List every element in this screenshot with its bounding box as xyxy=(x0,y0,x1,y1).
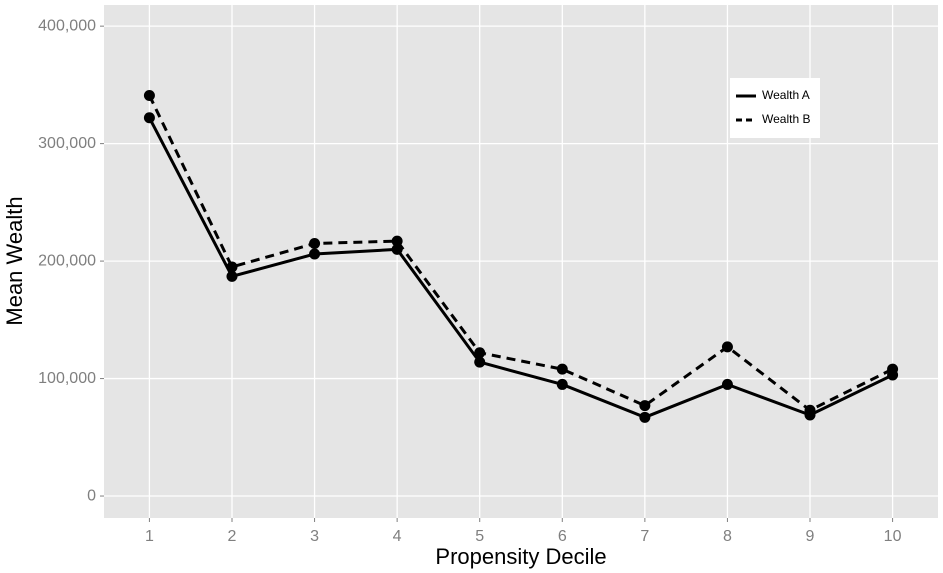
x-tick-label: 10 xyxy=(884,528,902,545)
data-point xyxy=(887,363,899,375)
x-tick-label: 2 xyxy=(228,528,237,545)
data-point xyxy=(804,404,816,416)
legend-label: Wealth B xyxy=(762,112,810,126)
y-tick-label: 0 xyxy=(87,487,96,504)
y-tick-label: 100,000 xyxy=(38,370,96,387)
x-axis-title: Propensity Decile xyxy=(435,544,606,569)
x-tick-label: 9 xyxy=(806,528,815,545)
legend-label: Wealth A xyxy=(762,88,810,102)
data-point xyxy=(556,378,568,390)
data-point xyxy=(226,261,238,273)
data-point xyxy=(309,248,321,260)
x-tick-label: 1 xyxy=(145,528,154,545)
data-point xyxy=(639,411,651,423)
y-axis-title: Mean Wealth xyxy=(2,196,27,325)
x-tick-label: 7 xyxy=(640,528,649,545)
legend: Wealth A Wealth B xyxy=(730,78,820,138)
data-point xyxy=(639,400,651,412)
x-tick-label: 6 xyxy=(558,528,567,545)
data-line xyxy=(148,117,894,419)
x-tick-label: 5 xyxy=(475,528,484,545)
y-tick-label: 300,000 xyxy=(38,135,96,152)
x-tick-label: 8 xyxy=(723,528,732,545)
data-point xyxy=(721,378,733,390)
y-tick-label: 400,000 xyxy=(38,17,96,34)
data-point xyxy=(474,347,486,359)
data-point xyxy=(143,112,155,124)
data-line xyxy=(148,94,894,413)
x-tick-label: 3 xyxy=(310,528,319,545)
data-point xyxy=(226,270,238,282)
x-tick-label: 4 xyxy=(393,528,402,545)
data-point xyxy=(474,356,486,368)
data-point xyxy=(721,341,733,353)
y-tick-label: 200,000 xyxy=(38,252,96,269)
data-point xyxy=(143,89,155,101)
data-point xyxy=(556,363,568,375)
data-point xyxy=(391,235,403,247)
legend-box xyxy=(730,78,820,138)
data-point xyxy=(309,237,321,249)
